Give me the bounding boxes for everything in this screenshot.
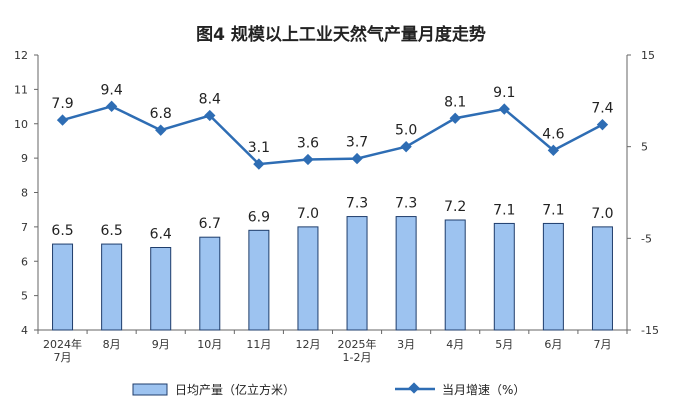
- bar-value-label: 7.1: [493, 202, 515, 218]
- line-point: [596, 119, 609, 131]
- line-point: [302, 153, 314, 166]
- line-value-label: 3.1: [248, 140, 270, 156]
- right-tick-label: -15: [641, 324, 659, 337]
- line-value-label: 4.6: [542, 126, 564, 142]
- x-tick-label: 12月: [295, 338, 320, 351]
- left-tick-label: 12: [14, 49, 28, 62]
- x-tick-label-line: 7月: [54, 351, 72, 364]
- line-value-label: 8.4: [199, 92, 221, 108]
- line-point: [56, 114, 69, 126]
- left-tick-label: 10: [14, 118, 28, 131]
- line-value-label: 6.8: [150, 106, 172, 122]
- x-tick-label-line: 12月: [295, 338, 320, 351]
- x-tick-label: 11月: [246, 338, 271, 351]
- bar-value-label: 7.1: [542, 202, 564, 218]
- x-tick-label-line: 11月: [246, 338, 271, 351]
- bar: [395, 216, 417, 331]
- line-series: [56, 100, 609, 170]
- chart-title: 图4 规模以上工业天然气产量月度走势: [196, 24, 486, 45]
- left-tick-label: 11: [14, 83, 28, 96]
- x-tick-label-line: 8月: [103, 338, 121, 351]
- bar: [101, 243, 123, 331]
- line-value-label: 3.7: [346, 135, 368, 151]
- x-tick-label: 2024年 7月: [43, 337, 82, 364]
- bar: [297, 226, 319, 331]
- left-tick-label: 9: [21, 152, 28, 165]
- line-point: [449, 112, 461, 124]
- line-value-label: 3.6: [297, 136, 319, 152]
- bar-series: [52, 216, 613, 331]
- legend-line-marker: [408, 382, 420, 394]
- left-tick-label: 6: [21, 255, 28, 268]
- left-tick-label: 5: [21, 290, 28, 303]
- bar-value-label: 6.5: [51, 223, 73, 239]
- bar: [346, 216, 368, 331]
- bar: [493, 222, 515, 331]
- x-tick-label: 7月: [593, 338, 611, 351]
- bar-value-label: 6.4: [150, 227, 172, 243]
- bar-value-label: 7.3: [346, 196, 368, 212]
- line-value-label: 5.0: [395, 123, 417, 139]
- left-tick-label: 4: [21, 324, 28, 337]
- x-tick-label-line: 10月: [197, 338, 222, 351]
- line-value-label: 9.4: [100, 82, 122, 98]
- x-tick-label-line: 9月: [152, 338, 170, 351]
- legend-bar-swatch: [132, 383, 168, 396]
- bar: [542, 222, 564, 331]
- bar-value-label: 6.7: [199, 216, 221, 232]
- x-tick-label-line: 3月: [397, 338, 415, 351]
- right-tick-label: 5: [641, 141, 648, 154]
- left-tick-label: 8: [21, 187, 28, 200]
- x-tick-label-line: 5月: [495, 338, 513, 351]
- right-tick-label: -5: [641, 232, 652, 245]
- bar: [591, 226, 613, 331]
- line-point: [400, 141, 412, 153]
- line-path: [62, 105, 604, 166]
- x-tick-label: 3月: [397, 338, 415, 351]
- x-tick-label-line: 7月: [593, 338, 611, 351]
- data-labels: 6.5 6.5 6.4 6.7 6.9 7.0 7.3 7.3 7.2 7.1 7.1 7.0 7.9 9…: [51, 82, 613, 242]
- left-tick-label: 7: [21, 221, 28, 234]
- legend-line-label: 当月增速（%）: [442, 383, 525, 397]
- line-value-label: 9.1: [493, 85, 515, 101]
- bar: [444, 219, 466, 331]
- line-point: [105, 100, 118, 112]
- bar: [52, 243, 74, 331]
- bar: [150, 247, 172, 331]
- bar-value-label: 7.2: [444, 199, 466, 215]
- line-point: [253, 158, 265, 170]
- x-tick-label-line: 1-2月: [343, 351, 372, 364]
- line-point: [351, 152, 363, 165]
- x-tick-label: 10月: [197, 338, 222, 351]
- line-value-label: 7.4: [591, 101, 613, 117]
- bar-value-label: 6.5: [100, 223, 122, 239]
- bar-value-label: 7.0: [591, 206, 613, 222]
- x-tick-label-line: 6月: [544, 338, 562, 351]
- x-tick-label-line: 4月: [446, 338, 464, 351]
- line-point: [155, 124, 167, 136]
- x-tick-label-line: 2024年: [43, 337, 82, 351]
- bar-value-label: 7.0: [297, 206, 319, 222]
- legend: 日均产量（亿立方米） 当月增速（%）: [132, 382, 525, 397]
- x-tick-label: 6月: [544, 338, 562, 351]
- x-tick-label: 2025年 1-2月: [338, 337, 377, 364]
- x-tick-label: 4月: [446, 338, 464, 351]
- bar-value-label: 7.3: [395, 196, 417, 212]
- bar: [248, 229, 270, 331]
- x-tick-label: 5月: [495, 338, 513, 351]
- line-value-label: 8.1: [444, 94, 466, 110]
- legend-bar-label: 日均产量（亿立方米）: [175, 382, 295, 397]
- bar-value-label: 6.9: [248, 209, 270, 225]
- bar: [199, 236, 221, 331]
- right-tick-label: 15: [641, 49, 655, 62]
- x-tick-label: 9月: [152, 338, 170, 351]
- line-value-label: 7.9: [51, 96, 73, 112]
- x-tick-label: 8月: [103, 338, 121, 351]
- line-point: [547, 144, 560, 156]
- x-tick-label-line: 2025年: [338, 337, 377, 351]
